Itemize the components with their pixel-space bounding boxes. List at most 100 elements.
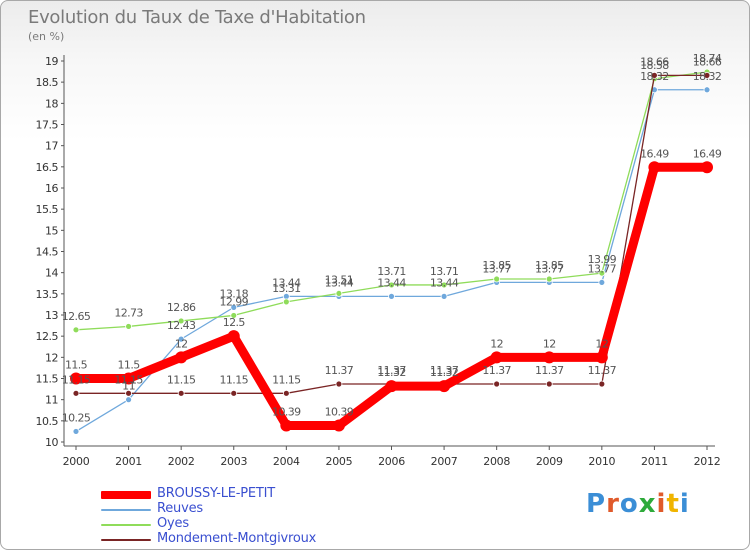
data-point [598, 269, 606, 277]
data-label: 11.37 [482, 364, 511, 377]
data-point [125, 396, 132, 404]
data-label: 12.73 [114, 306, 143, 319]
data-label: 12 [543, 337, 556, 350]
data-point [651, 71, 658, 79]
x-tick-label: 2000 [63, 455, 90, 468]
legend-label: Oyes [157, 516, 189, 531]
legend-item: Reuves [101, 501, 361, 517]
data-label: 13.77 [535, 262, 564, 275]
data-label: 13.85 [482, 259, 511, 272]
legend-item: BROUSSY-LE-PETIT [101, 486, 361, 502]
data-label: 13.77 [482, 262, 511, 275]
data-label: 12.5 [223, 316, 246, 329]
data-label: 10.25 [62, 411, 91, 424]
data-point [598, 380, 606, 388]
legend-swatch [101, 491, 151, 499]
data-label: 16.49 [640, 147, 669, 160]
y-tick-label: 12 [45, 351, 58, 364]
data-point [282, 298, 290, 306]
data-point [282, 389, 290, 397]
data-label: 13.71 [430, 265, 459, 278]
data-label: 12 [175, 337, 188, 350]
data-point [493, 275, 501, 283]
data-label: 11.15 [272, 373, 301, 386]
data-label: 13.44 [272, 276, 301, 289]
data-point [440, 281, 448, 289]
data-point [230, 312, 238, 319]
x-tick-label: 2008 [483, 455, 510, 468]
data-point [335, 290, 343, 297]
x-tick-label: 2007 [431, 455, 458, 468]
data-label: 11.15 [114, 373, 143, 386]
data-label: 13.31 [272, 282, 301, 295]
data-point [280, 419, 293, 432]
y-tick-label: 15 [45, 224, 58, 237]
y-tick-label: 16.5 [36, 161, 59, 174]
data-label: 18.32 [693, 70, 722, 83]
data-label: 12.86 [167, 301, 196, 314]
data-label: 13.18 [220, 287, 249, 300]
chart-unit: (en %) [28, 30, 65, 43]
data-label: 11.15 [62, 373, 91, 386]
data-label: 11.32 [430, 366, 459, 379]
x-tick-label: 2012 [694, 455, 721, 468]
x-tick-label: 2011 [641, 455, 668, 468]
data-point [648, 161, 661, 174]
data-point [230, 389, 238, 397]
data-label: 11.5 [118, 359, 141, 372]
y-tick-label: 14 [45, 267, 58, 280]
data-label: 11.37 [430, 364, 459, 377]
data-label: 11.15 [167, 373, 196, 386]
logo-letter: i [656, 489, 667, 519]
data-point [703, 86, 711, 94]
data-label: 11.37 [535, 364, 564, 377]
x-tick-label: 2001 [115, 455, 142, 468]
data-point [490, 351, 503, 364]
data-label: 13.71 [377, 265, 406, 278]
data-point [703, 71, 711, 79]
data-point [385, 380, 398, 393]
data-point [72, 389, 80, 397]
data-point [122, 372, 135, 385]
data-label: 10.39 [325, 405, 354, 418]
data-label: 18.66 [693, 55, 722, 68]
data-label: 13.51 [325, 273, 354, 286]
data-label: 11 [122, 380, 135, 393]
x-tick-label: 2005 [326, 455, 353, 468]
data-label: 18.74 [693, 52, 722, 65]
data-point [545, 275, 553, 283]
data-point [701, 161, 713, 174]
legend-label: Mondement-Montgivroux [157, 531, 317, 546]
data-point [70, 372, 82, 385]
data-label: 12.43 [167, 319, 196, 332]
y-tick-label: 10 [45, 436, 58, 449]
data-point [545, 380, 553, 388]
x-tick-label: 2010 [588, 455, 615, 468]
data-point [598, 279, 606, 286]
data-label: 13.85 [535, 259, 564, 272]
y-tick-label: 19 [45, 55, 58, 68]
legend-swatch [101, 539, 151, 541]
series-line-oyes [75, 71, 708, 331]
data-label: 12 [595, 337, 608, 350]
data-label: 11.37 [588, 364, 617, 377]
data-point [72, 428, 80, 435]
data-point [440, 292, 448, 300]
logo-letter: x [638, 489, 657, 519]
data-label: 13.44 [377, 276, 406, 289]
y-tick-label: 16 [45, 182, 58, 195]
data-point [72, 326, 80, 334]
data-label: 11.15 [220, 373, 249, 386]
data-point [332, 419, 345, 432]
data-label: 18.66 [640, 55, 669, 68]
chart-title: Evolution du Taux de Taxe d'Habitation [28, 7, 366, 28]
logo-letter: P [586, 489, 607, 519]
data-point [230, 303, 238, 311]
data-label: 10.39 [272, 405, 301, 418]
data-label: 13.77 [588, 262, 617, 275]
proxiti-logo: Proxiti [586, 489, 690, 519]
y-tick-label: 17 [45, 140, 58, 153]
data-point [335, 380, 343, 388]
legend-swatch [101, 524, 151, 526]
